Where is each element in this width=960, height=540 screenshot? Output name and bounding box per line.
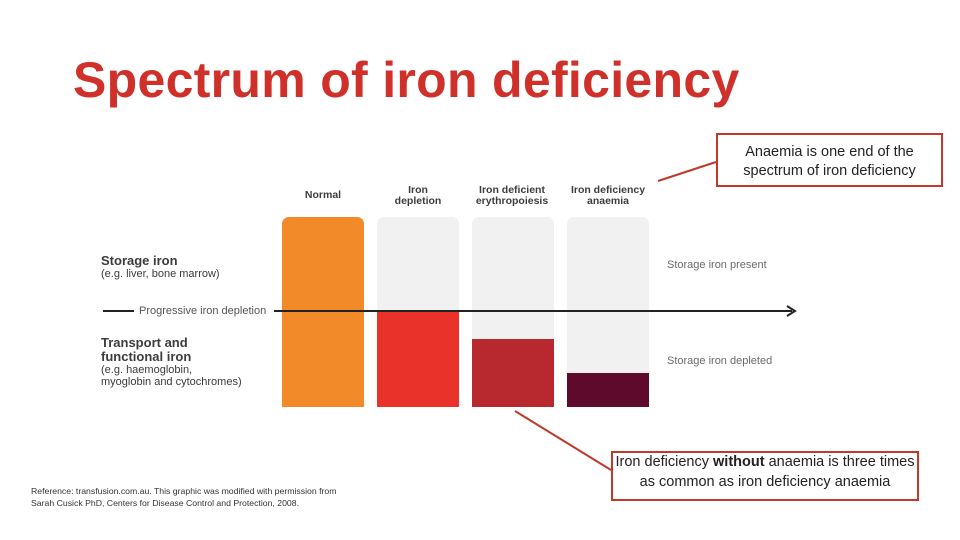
transport-iron-subtitle-2: myoglobin and cytochromes) [101,376,242,388]
arrow-head-icon [786,305,797,317]
transport-iron-title-2: functional iron [101,349,192,364]
transport-iron-subtitle-1: (e.g. haemoglobin, [101,364,193,376]
storage-iron-subtitle: (e.g. liver, bone marrow) [101,268,220,280]
column-header-line-1: Iron deficient [479,184,545,196]
callout-text-emphasis: without [713,454,765,470]
reference-note: Reference: transfusion.com.au. This grap… [31,486,337,508]
column-header-line-2: depletion [394,195,442,207]
transport-iron-label: Transport and functional iron (e.g. haem… [101,335,242,389]
arrow-label: Progressive iron depletion [139,305,267,317]
column-header-line-1: Iron [408,184,428,196]
callout-text-prefix: Iron deficiency [615,454,714,470]
callout-anaemia-spectrum: Anaemia is one end of the spectrum of ir… [716,133,943,187]
callout-without-anaemia: Iron deficiency without anaemia is three… [611,451,919,501]
callout-text-suffix: anaemia is three times as common as iron… [639,454,915,490]
storage-depleted-note: Storage iron depleted [667,355,773,367]
column-header-line-1: Iron deficiency [570,184,646,196]
column-header-line-2: erythropoiesis [475,195,549,207]
column-header-iron-depletion: Iron depletion [377,185,459,207]
storage-iron-label: Storage iron (e.g. liver, bone marrow) [101,253,220,281]
callout-connector-top [657,161,717,182]
column-header-iron-deficient-erythropoiesis: Iron deficient erythropoiesis [465,185,559,207]
transport-iron-title-1: Transport and [101,335,188,350]
callout-connector-bottom [514,410,612,471]
page-title: Spectrum of iron deficiency [73,52,740,108]
column-fill-iron-depletion [377,312,459,407]
column-header-line-2: anaemia [586,195,630,207]
column-header-line-1: Normal [304,189,342,201]
column-fill-iron-deficiency-anaemia [567,372,649,407]
storage-iron-title: Storage iron [101,253,178,268]
column-header-normal: Normal [282,190,364,201]
column-fill-iron-deficient-erythropoiesis [472,338,554,407]
storage-present-note: Storage iron present [667,259,767,271]
column-header-iron-deficiency-anaemia: Iron deficiency anaemia [560,185,656,207]
